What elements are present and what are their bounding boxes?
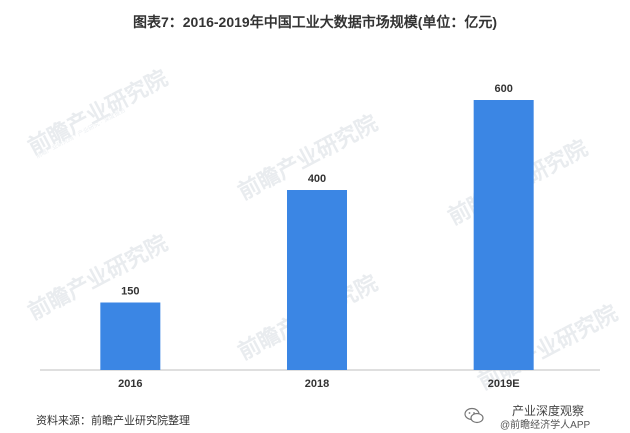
chart-title: 图表7：2016-2019年中国工业大数据市场规模(单位：亿元) [132, 14, 498, 30]
bar-2018 [287, 190, 347, 370]
bar-2016 [100, 302, 161, 370]
value-label-2016: 150 [121, 286, 139, 298]
bar-2019E [473, 100, 534, 370]
value-label-2018: 400 [308, 173, 326, 185]
source-note: 资料来源：前瞻产业研究院整理 [36, 415, 190, 427]
footer-handle: @前瞻经济学人APP [500, 420, 591, 431]
wechat-icon [464, 407, 484, 424]
x-tick-label-2016: 2016 [118, 378, 142, 390]
value-label-2019E: 600 [494, 83, 512, 95]
x-tick-label-2018: 2018 [305, 378, 329, 390]
footer-badge: 产业深度观察 @前瞻经济学人APP [464, 402, 624, 431]
footer-title: 产业深度观察 [512, 402, 585, 419]
x-tick-label-2019E: 2019E [488, 378, 520, 390]
